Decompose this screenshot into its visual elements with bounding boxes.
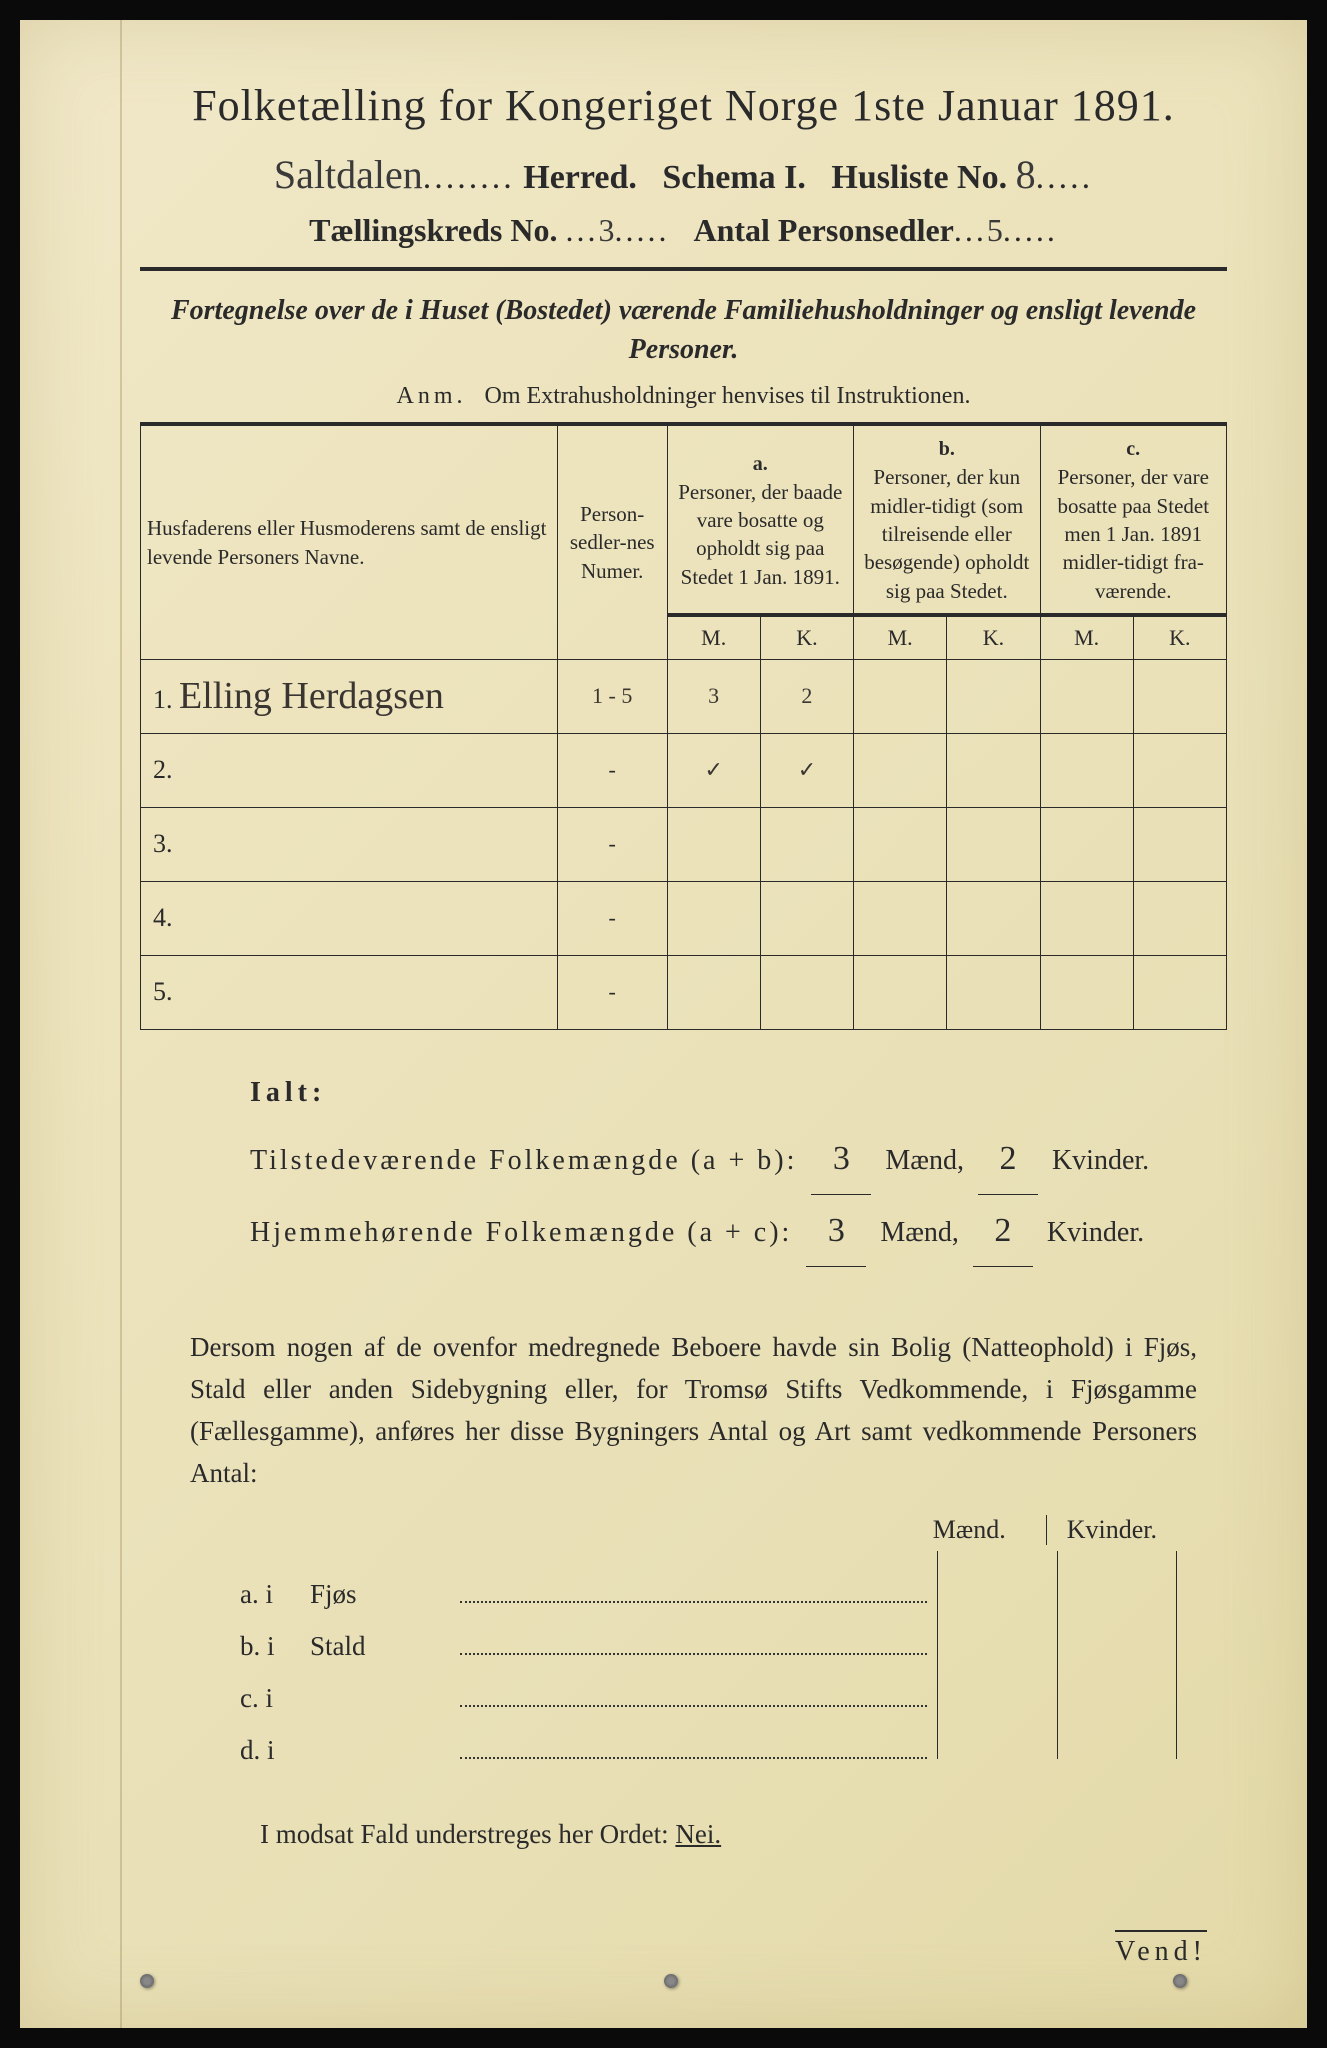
anm-label: Anm. (397, 383, 467, 409)
ob-row: d. i (240, 1707, 1177, 1759)
ob-head-m: Mænd. (933, 1515, 1006, 1545)
rule-1 (140, 267, 1227, 271)
table-row: 3. - (141, 807, 1227, 881)
herred-label: Herred. (523, 159, 637, 196)
census-table: Husfaderens eller Husmoderens samt de en… (140, 422, 1227, 1029)
husliste-label: Husliste No. (831, 159, 1007, 196)
table-body: 1. Elling Herdagsen 1 - 5 3 2 2. - ✓ ✓ 3… (141, 659, 1227, 1029)
col-a-m: M. (667, 615, 760, 659)
kreds-label: Tællingskreds No. (309, 212, 557, 248)
ob-row: b. i Stald (240, 1603, 1177, 1655)
ob-head-k: Kvinder. (1046, 1515, 1157, 1545)
tack-icon (140, 1974, 154, 1988)
vend-label: Vend! (1115, 1930, 1207, 1968)
col-header-name: Husfaderens eller Husmoderens samt de en… (141, 424, 558, 659)
table-row: 2. - ✓ ✓ (141, 733, 1227, 807)
anm-line: Anm. Om Extrahusholdninger henvises til … (140, 383, 1227, 410)
table-row: 4. - (141, 881, 1227, 955)
antal-no: 5 (987, 212, 1003, 248)
col-c-k: K. (1133, 615, 1226, 659)
table-row: 5. - (141, 955, 1227, 1029)
ob-row: a. i Fjøs (240, 1551, 1177, 1603)
col-c-m: M. (1040, 615, 1133, 659)
husliste-no: 8 (1016, 152, 1036, 197)
outbuildings-block: Mænd. Kvinder. a. i Fjøs b. i Stald c. i… (240, 1515, 1177, 1759)
outbuildings-paragraph: Dersom nogen af de ovenfor medregnede Be… (190, 1327, 1197, 1494)
home-label: Hjemmehørende Folkemængde (a + c): (250, 1217, 792, 1248)
col-b-k: K. (947, 615, 1040, 659)
col-header-c: c. Personer, der vare bosatte paa Stedet… (1040, 424, 1227, 615)
nei-word: Nei. (675, 1819, 721, 1849)
present-k: 2 (978, 1123, 1038, 1195)
nei-line: I modsat Fald understreges her Ordet: Ne… (260, 1819, 1227, 1850)
subtitle: Fortegnelse over de i Huset (Bostedet) v… (140, 291, 1227, 369)
totals-block: Ialt: Tilstedeværende Folkemængde (a + b… (250, 1064, 1227, 1268)
header-line-1: Saltdalen........ Herred. Schema I. Husl… (140, 151, 1227, 198)
census-form-page: Folketælling for Kongeriget Norge 1ste J… (20, 20, 1307, 2028)
col-header-a: a. Personer, der baade vare bosatte og o… (667, 424, 853, 615)
col-header-num: Person-sedler-nes Numer. (557, 424, 667, 659)
col-header-b: b. Personer, der kun midler-tidigt (som … (854, 424, 1040, 615)
ob-row: c. i (240, 1655, 1177, 1707)
kreds-no: 3 (598, 212, 614, 248)
tack-icon (664, 1974, 678, 1988)
page-title: Folketælling for Kongeriget Norge 1ste J… (140, 80, 1227, 131)
col-b-m: M. (854, 615, 947, 659)
herred-handwritten: Saltdalen (274, 152, 423, 197)
home-k: 2 (973, 1195, 1033, 1267)
present-m: 3 (811, 1123, 871, 1195)
schema-label: Schema I. (662, 159, 806, 196)
anm-text: Om Extrahusholdninger henvises til Instr… (485, 383, 971, 409)
present-label: Tilstedeværende Folkemængde (a + b): (250, 1145, 797, 1176)
table-row: 1. Elling Herdagsen 1 - 5 3 2 (141, 659, 1227, 733)
col-a-k: K. (760, 615, 853, 659)
header-line-2: Tællingskreds No. ...3..... Antal Person… (140, 212, 1227, 249)
home-m: 3 (806, 1195, 866, 1267)
ialt-label: Ialt: (250, 1077, 326, 1108)
antal-label: Antal Personsedler (693, 212, 953, 248)
tack-icon (1173, 1974, 1187, 1988)
